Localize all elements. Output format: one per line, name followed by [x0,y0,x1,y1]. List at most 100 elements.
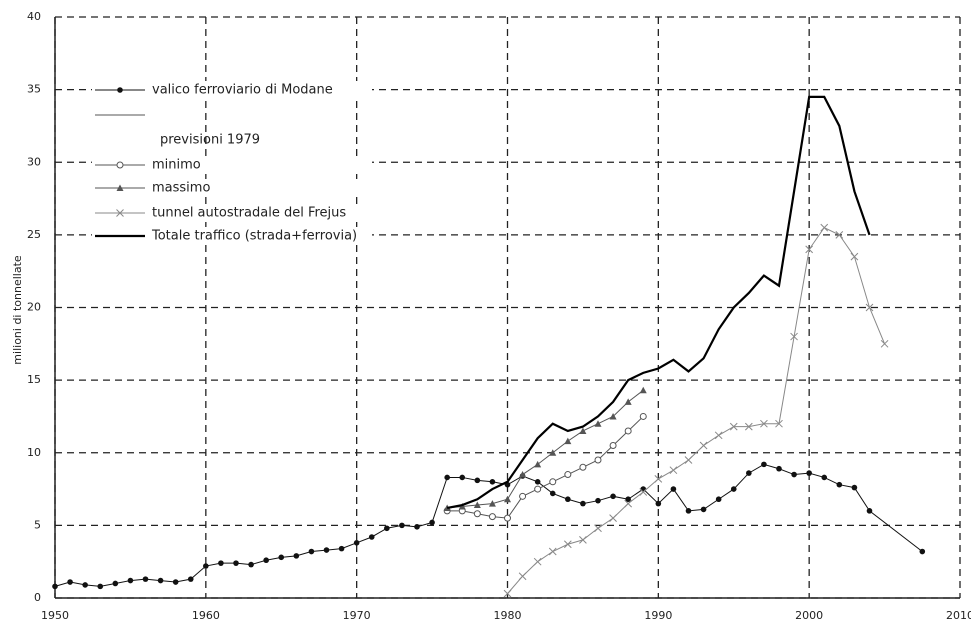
point [624,398,632,405]
x-tick-label: 1970 [343,609,371,622]
y-tick-label: 5 [34,518,41,531]
x-tick-label: 2010 [946,609,971,622]
point [624,499,633,508]
point [116,184,124,191]
point [625,496,631,503]
point [836,481,843,488]
point [82,582,88,588]
point [488,500,496,507]
point [474,477,481,484]
point [820,223,829,232]
point [116,209,124,217]
point [669,466,678,475]
point [700,506,707,513]
point [579,463,587,471]
point [835,231,844,239]
point [851,484,858,491]
point [730,486,737,492]
point [414,524,420,530]
point [805,245,814,254]
point [684,456,693,464]
point [112,580,119,587]
y-tick-label: 25 [27,228,41,241]
point [744,422,753,431]
legend-label: minimo [152,158,201,173]
point [368,534,375,540]
point [594,420,602,427]
point [609,412,617,420]
point [610,493,616,500]
point [233,560,239,566]
point [172,579,179,585]
point [504,514,511,522]
point [609,514,617,522]
point [127,577,134,584]
annotation: previsioni 1979 [160,133,260,148]
series-line [54,463,923,587]
legend-bg [92,204,372,222]
point [776,465,782,472]
point [640,486,647,492]
point [790,332,798,341]
series-line [507,226,886,594]
legend-bg [92,179,372,197]
point [579,427,587,434]
point [533,557,542,566]
point [594,524,602,533]
legend-bg [92,156,372,174]
point [791,471,797,478]
point [97,583,104,590]
point [548,547,557,556]
legend-label: tunnel autostradale del Frejus [152,206,346,221]
legend-label: massimo [152,181,210,196]
series-line [447,389,644,509]
point [473,501,481,509]
point [850,252,859,261]
point [565,496,571,503]
point [564,437,572,445]
series-line [446,95,871,510]
y-axis-label: milioni di tonnellate [11,255,24,365]
point [519,492,527,500]
legend-bg [92,81,372,99]
point [714,431,723,440]
point [775,419,783,428]
x-tick-label: 1980 [494,609,522,622]
point [624,427,632,435]
legend-label: valico ferroviario di Modane [152,83,333,98]
point [503,589,512,598]
point [729,422,738,431]
point [639,412,647,420]
point [473,510,481,518]
point [806,470,812,476]
x-tick-label: 2000 [795,609,823,622]
point [579,536,587,544]
point [518,572,527,581]
point [489,479,496,485]
point [429,519,435,526]
point [715,496,722,503]
point [564,471,572,479]
point [157,577,164,584]
point [534,479,541,485]
y-tick-label: 0 [34,591,41,604]
point [760,419,768,428]
point [187,576,194,582]
point [685,508,692,514]
point [699,441,708,450]
point [488,513,496,521]
y-tick-label: 35 [27,83,41,96]
point [670,486,677,492]
point [459,474,466,481]
point [654,475,663,483]
point [639,488,648,496]
point [639,386,647,394]
y-tick-label: 30 [27,155,41,168]
point [549,490,556,497]
point [504,495,511,503]
point [866,508,873,514]
y-tick-label: 15 [27,373,41,386]
point [218,560,224,566]
point [580,500,586,507]
